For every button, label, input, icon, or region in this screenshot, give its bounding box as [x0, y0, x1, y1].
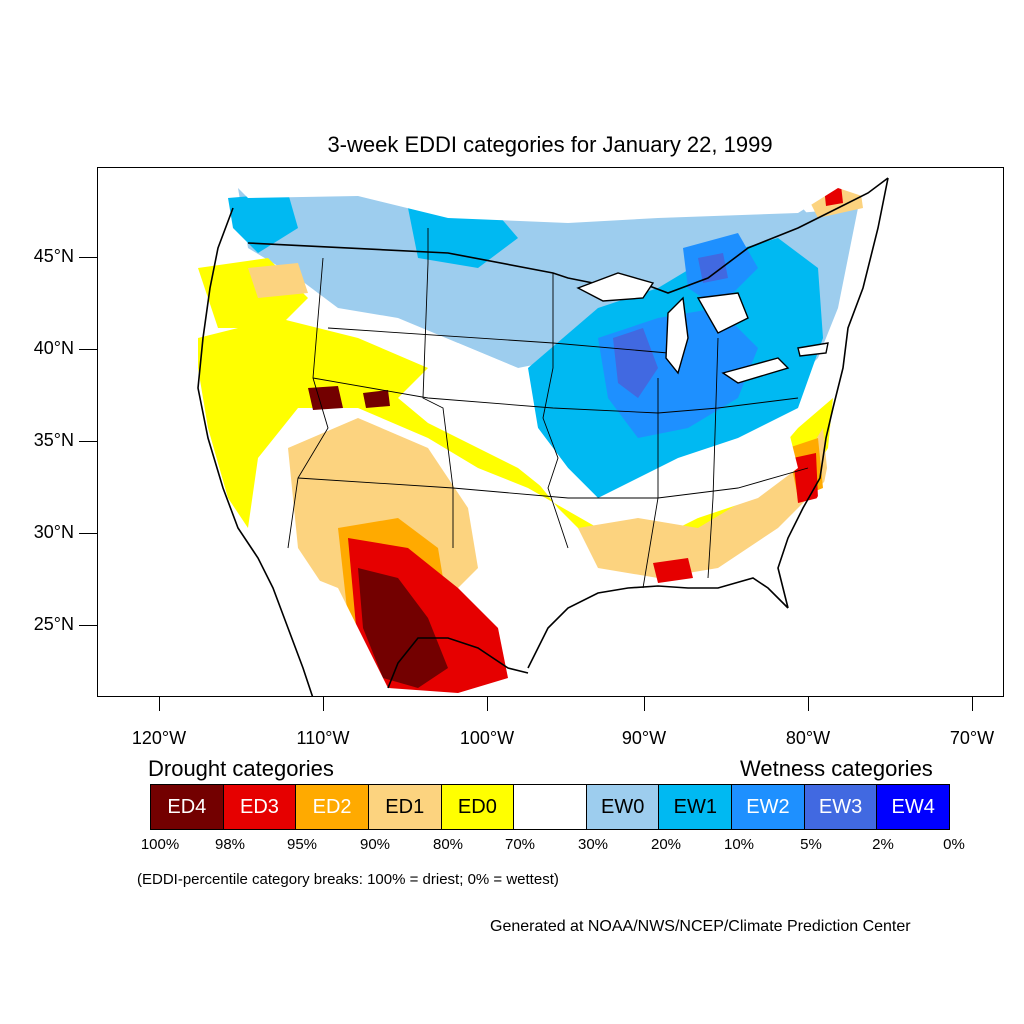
- region-ed1-south: [578, 428, 828, 578]
- ocean-gulf: [528, 578, 1003, 696]
- lon-tick: [644, 697, 645, 711]
- legend-swatch-ed4: ED4: [151, 785, 224, 829]
- lon-tick: [487, 697, 488, 711]
- legend-swatch-ed3: ED3: [223, 785, 297, 829]
- region-ed4-wyoming: [363, 390, 390, 408]
- lat-label-35n: 35°N: [33, 430, 74, 450]
- lon-label-90w: 90°W: [621, 728, 667, 748]
- legend-swatch-ew0: EW0: [586, 785, 660, 829]
- legend-swatch-ew4: EW4: [877, 785, 950, 829]
- credit-line: Generated at NOAA/NWS/NCEP/Climate Predi…: [490, 918, 911, 935]
- lon-label-120w: 120°W: [131, 728, 187, 748]
- pct-label: 70%: [504, 836, 536, 853]
- pct-label: 98%: [214, 836, 246, 853]
- lon-tick: [808, 697, 809, 711]
- lon-label-70w: 70°W: [949, 728, 995, 748]
- great-lakes: [576, 272, 829, 384]
- legend-swatch-ew3: EW3: [804, 785, 878, 829]
- legend-swatch-ed1: ED1: [368, 785, 442, 829]
- lon-tick: [972, 697, 973, 711]
- lat-tick: [79, 441, 97, 442]
- lon-tick: [323, 697, 324, 711]
- lon-label-110w: 110°W: [296, 728, 350, 748]
- legend-swatch-normal: [514, 785, 587, 829]
- eddi-map: [98, 168, 1003, 696]
- region-ed4-texas: [358, 568, 448, 688]
- region-ew3-north: [698, 253, 728, 283]
- pct-label: 0%: [943, 836, 965, 853]
- pct-label: 30%: [577, 836, 609, 853]
- category-legend-bar: ED4 ED3 ED2 ED1 ED0 EW0 EW1 EW2 EW3 EW4: [150, 784, 950, 830]
- pct-label: 20%: [650, 836, 682, 853]
- lat-label-40n: 40°N: [33, 338, 74, 358]
- lon-label-80w: 80°W: [785, 728, 831, 748]
- ocean-pacific: [98, 168, 313, 696]
- pct-label: 10%: [723, 836, 755, 853]
- lon-label-100w: 100°W: [459, 728, 515, 748]
- wetness-categories-heading: Wetness categories: [740, 756, 933, 781]
- pct-label: 90%: [359, 836, 391, 853]
- pct-label: 80%: [432, 836, 464, 853]
- ocean-atlantic: [768, 168, 1003, 648]
- canada-mask: [218, 168, 898, 223]
- region-ed1-nw: [248, 263, 308, 298]
- lat-label-30n: 30°N: [33, 522, 74, 542]
- legend-swatch-ed0: ED0: [441, 785, 515, 829]
- legend-swatch-ew2: EW2: [732, 785, 805, 829]
- lat-label-45n: 45°N: [33, 246, 74, 266]
- region-ed0-west: [198, 318, 833, 558]
- pct-label: 100%: [140, 836, 180, 853]
- map-title: 3-week EDDI categories for January 22, 1…: [327, 132, 773, 157]
- lat-label-25n: 25°N: [33, 614, 74, 634]
- region-ed4-utah: [308, 386, 343, 410]
- region-ed3-east: [653, 558, 693, 583]
- state-borders: [287, 228, 809, 589]
- map-panel: [97, 167, 1004, 697]
- lon-tick: [159, 697, 160, 711]
- lat-tick: [79, 533, 97, 534]
- drought-categories-heading: Drought categories: [148, 756, 334, 781]
- region-normal-plains: [398, 343, 598, 508]
- lat-tick: [79, 349, 97, 350]
- legend-swatch-ed2: ED2: [296, 785, 369, 829]
- lat-tick: [79, 625, 97, 626]
- mexico-mask: [288, 568, 436, 696]
- lat-tick: [79, 257, 97, 258]
- region-ed3-carolina: [793, 453, 818, 503]
- pct-label: 2%: [872, 836, 894, 853]
- region-ew1-nw: [228, 193, 298, 253]
- region-ew3-lakes: [613, 328, 658, 398]
- region-normal-south: [598, 428, 798, 518]
- pct-label: 95%: [286, 836, 318, 853]
- legend-swatch-ew1: EW1: [659, 785, 733, 829]
- category-breaks-footnote: (EDDI-percentile category breaks: 100% =…: [137, 871, 559, 888]
- pct-label: 5%: [800, 836, 822, 853]
